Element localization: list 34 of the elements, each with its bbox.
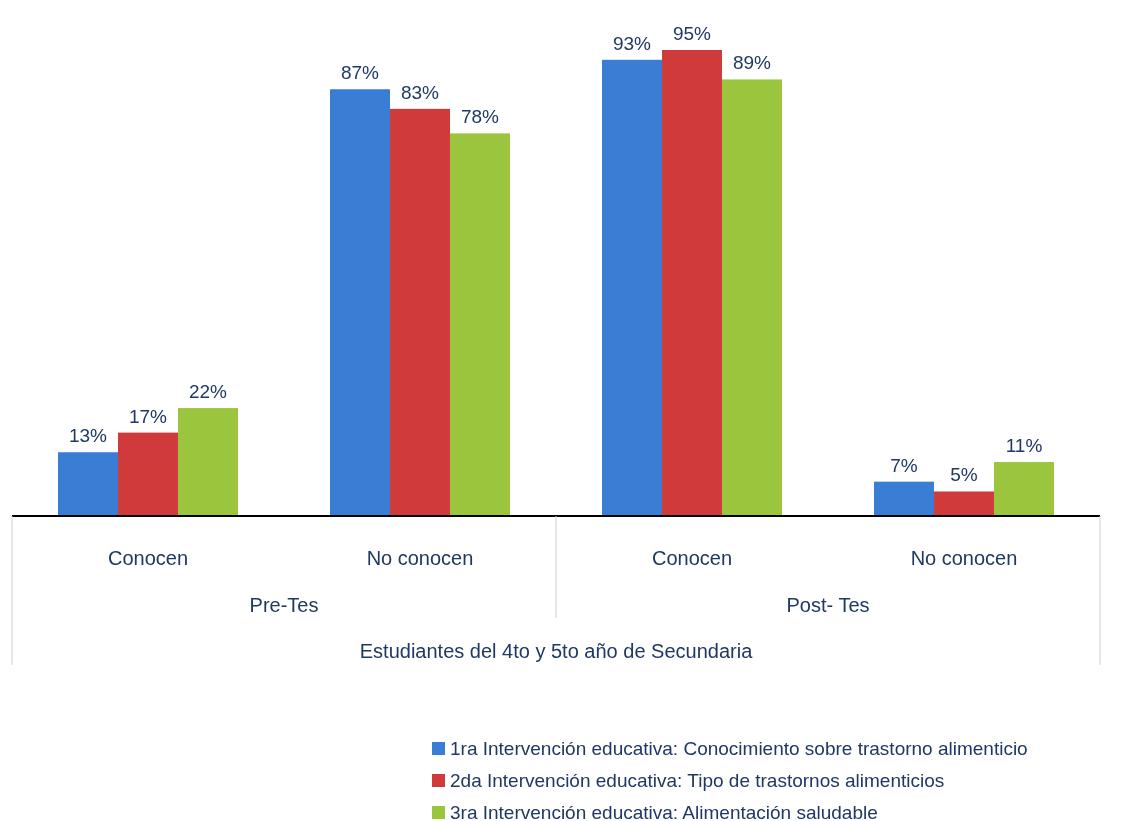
legend-label: 1ra Intervención educativa: Conocimiento sobre trastorno alimenticio — [450, 738, 1028, 759]
bar — [994, 462, 1054, 516]
bar — [602, 59, 662, 516]
bar — [722, 79, 782, 516]
legend-label: 3ra Intervención educativa: Alimentación saludable — [450, 802, 878, 821]
bar — [330, 89, 390, 516]
bar — [662, 50, 722, 516]
data-label: 89% — [732, 52, 772, 74]
data-label: 11% — [1005, 435, 1043, 457]
legend-label: 2da Intervención educativa: Tipo de trastornos alimenticios — [450, 770, 945, 791]
text: Pre-Tes — [249, 594, 319, 616]
data-label: 5% — [950, 464, 978, 486]
data-label: 78% — [460, 106, 500, 128]
bar — [934, 491, 994, 516]
data-label: 95% — [672, 23, 712, 44]
x-tick-label: No conocen — [910, 547, 1018, 569]
bar — [178, 408, 238, 516]
data-label: 17% — [128, 405, 168, 427]
bar — [118, 432, 178, 516]
data-label: 22% — [188, 381, 228, 403]
bar — [450, 133, 510, 516]
x-tick-label: No conocen — [366, 547, 474, 569]
bar — [390, 108, 450, 516]
bar — [58, 452, 118, 516]
text: Post- Tes — [786, 594, 870, 616]
data-label: 93% — [612, 32, 652, 54]
data-label: 7% — [890, 454, 918, 476]
x-tick-label: Conocen — [651, 547, 733, 569]
data-label: 13% — [68, 425, 108, 447]
bar — [874, 481, 934, 516]
data-label: 83% — [400, 81, 440, 103]
x-axis-title: Estudiantes del 4to y 5to año de Secundaria — [359, 640, 754, 662]
data-label: 87% — [340, 62, 380, 84]
x-tick-label: Conocen — [107, 547, 189, 569]
